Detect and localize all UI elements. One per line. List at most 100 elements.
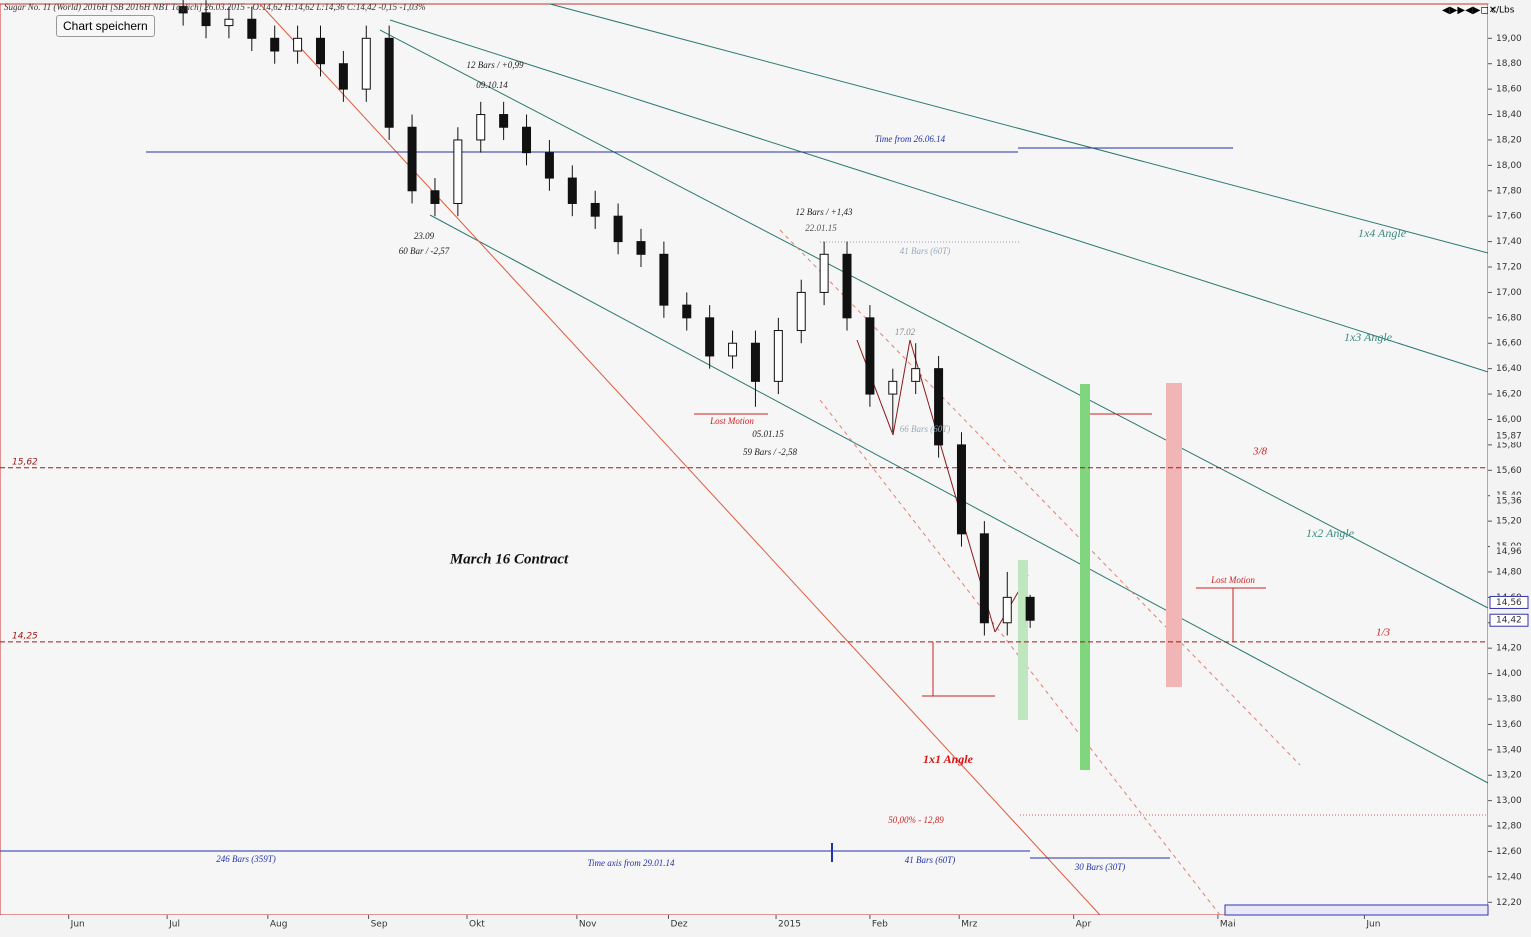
level-label: 14,25 [12, 631, 38, 641]
y-tick-label: 18,60 [1496, 85, 1522, 95]
red-zone [1166, 383, 1182, 687]
y-tick-label: 14,80 [1496, 567, 1522, 577]
y-tick-label: 18,20 [1496, 135, 1522, 145]
header: Sugar No. 11 (World) 2016H [SB 2016H NBT… [4, 2, 426, 12]
annotation: Time from 26.06.14 [875, 134, 946, 144]
y-tick-label: 15,80 [1496, 440, 1522, 450]
price-marker [1490, 545, 1528, 558]
y-tick-label: 16,40 [1496, 364, 1522, 374]
annotation: 22.01.15 [805, 223, 837, 233]
annotation: 1/3 [1376, 627, 1391, 639]
x-tick-label: Dez [670, 920, 687, 930]
candle-body [224, 18, 234, 27]
annotation: 41 Bars (60T) [900, 246, 951, 256]
green-zone-light [1018, 560, 1028, 720]
price-marker [1490, 494, 1528, 507]
annotation: 30 Bars (30T) [1074, 862, 1126, 872]
y-tick-label: 17,40 [1496, 237, 1522, 247]
y-tick-label: 13,60 [1496, 720, 1522, 730]
price-marker-label: 15,36 [1496, 496, 1522, 506]
price-marker [1490, 429, 1528, 442]
candle-body [522, 126, 532, 154]
y-tick-label: 19,00 [1496, 34, 1522, 44]
candle-body [659, 253, 669, 306]
candle-body [865, 317, 875, 395]
annotation: 1x3 Angle [1344, 330, 1393, 344]
price-marker [1489, 613, 1529, 627]
price-marker-label: 14,56 [1496, 598, 1522, 608]
y-tick-label: 16,00 [1496, 415, 1522, 425]
y-tick-label: 12,20 [1496, 898, 1522, 908]
y-tick-label: 17,20 [1496, 263, 1522, 273]
y-tick-label: 14,00 [1496, 669, 1522, 679]
x-tick-label: Sep [371, 920, 388, 930]
x-tick-label: Mai [1220, 920, 1236, 930]
price-marker-label: 15,87 [1496, 431, 1522, 441]
annotation: 3/8 [1252, 446, 1268, 458]
candle-body [956, 444, 966, 535]
candle-body [338, 63, 348, 90]
candle-body [567, 177, 577, 204]
y-tick-label: 13,80 [1496, 695, 1522, 705]
y-tick-label: 18,80 [1496, 59, 1522, 69]
y-tick-label: 17,60 [1496, 212, 1522, 222]
candle-body [613, 215, 623, 243]
candle-body [499, 114, 509, 128]
y-tick-label: 13,40 [1496, 745, 1522, 755]
annotation: 09.10.14 [476, 80, 508, 90]
candle-body [453, 139, 463, 204]
candle-body [407, 126, 417, 192]
candle-body [934, 368, 944, 446]
annotation: 66 Bars (60T) [900, 424, 951, 434]
nav-buttons[interactable]: ◀▶▶◀▶◻✕ [1442, 5, 1497, 16]
annotation: 23.09 [414, 231, 435, 241]
candle-body [476, 114, 486, 141]
green-zone [1080, 384, 1090, 770]
annotation: March 16 Contract [449, 551, 569, 567]
y-tick-label: 17,00 [1496, 288, 1522, 298]
y-tick-label: 14,20 [1496, 644, 1522, 654]
annotation: 59 Bars / -2,58 [743, 447, 798, 457]
price-marker-label: 14,42 [1496, 616, 1522, 626]
y-tick-label: 16,60 [1496, 339, 1522, 349]
y-tick-label: 18,40 [1496, 110, 1522, 120]
candle-body [773, 330, 783, 382]
y-tick-label: 12,80 [1496, 822, 1522, 832]
candle-body [361, 37, 371, 90]
y-tick-label: 16,80 [1496, 313, 1522, 323]
candle-body [544, 152, 554, 179]
candle-body [979, 533, 989, 624]
annotation: 12 Bars / +1,43 [795, 207, 853, 217]
candle-body [750, 342, 760, 382]
candle-body [430, 190, 440, 204]
candle-body [705, 317, 715, 357]
x-tick-label: Mrz [961, 920, 977, 930]
annotation: 1x1 Angle [923, 752, 974, 766]
candle-body [247, 18, 257, 39]
annotation: Time axis from 29.01.14 [588, 858, 675, 868]
candle-body [819, 253, 829, 293]
candle-body [178, 6, 188, 14]
y-tick-label: 17,80 [1496, 186, 1522, 196]
candle-body [842, 253, 852, 319]
candle-body [728, 342, 738, 357]
candle-body [1002, 596, 1012, 624]
candle-body [888, 380, 898, 395]
candle-body [270, 37, 280, 52]
save-button[interactable]: Chart speichern [56, 15, 155, 37]
annotation: 60 Bar / -2,57 [399, 246, 450, 256]
level-label: 15,62 [12, 457, 38, 467]
x-tick-label: Aug [270, 920, 288, 930]
x-tick-label: Jul [168, 920, 180, 930]
annotation: Lost Motion [709, 416, 754, 426]
y-tick-label: 13,00 [1496, 796, 1522, 806]
y-axis-area [1488, 4, 1531, 915]
price-marker [1489, 595, 1529, 609]
candle-body [682, 304, 692, 319]
x-tick-label: Okt [469, 920, 485, 930]
annotation: 1x4 Angle [1358, 226, 1407, 240]
candle-body [384, 37, 394, 128]
annotation: 41 Bars (60T) [905, 855, 956, 865]
